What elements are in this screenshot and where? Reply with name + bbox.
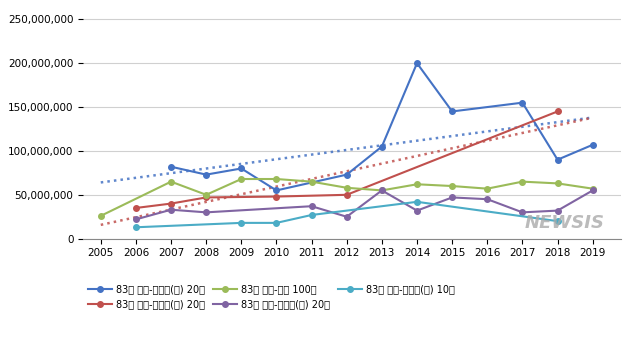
83년 이전-물방울(多) 20호 <box>343 172 351 177</box>
83년 이전-물방울(少) 20호 <box>167 201 175 206</box>
83년 이후-문자 100호 <box>483 187 491 191</box>
83년 이후-문자 100호 <box>237 177 245 181</box>
83년 이후-문자 100호 <box>448 184 456 188</box>
83년 이전-물방울(少) 20호 <box>132 206 140 210</box>
83년 이후-물방울(多) 20호 <box>132 217 140 221</box>
Line: 83년 이후-물방울(少) 10호: 83년 이후-물방울(少) 10호 <box>133 199 561 230</box>
83년 이후-물방울(多) 20호 <box>554 208 561 213</box>
83년 이후-문자 100호 <box>343 186 351 190</box>
83년 이후-물방울(多) 20호 <box>308 204 316 208</box>
Legend: 83년 이전-물방울(多) 20호, 83년 이전-물방울(少) 20호, 83년 이후-문자 100호, 83년 이후-물방울(多) 20호, 83년 이후-: 83년 이전-물방울(多) 20호, 83년 이전-물방울(少) 20호, 83… <box>88 285 455 310</box>
83년 이후-물방울(多) 20호 <box>202 210 210 214</box>
83년 이후-물방울(多) 20호 <box>343 214 351 219</box>
83년 이후-물방울(多) 20호 <box>589 188 596 192</box>
83년 이후-문자 100호 <box>97 214 104 218</box>
Line: 83년 이후-문자 100호: 83년 이후-문자 100호 <box>98 176 595 219</box>
83년 이후-물방울(少) 10호 <box>132 225 140 230</box>
83년 이후-물방울(多) 20호 <box>448 195 456 199</box>
83년 이후-물방울(多) 20호 <box>167 207 175 212</box>
83년 이전-물방울(多) 20호 <box>554 158 561 162</box>
83년 이전-물방울(多) 20호 <box>518 100 526 105</box>
83년 이전-물방울(多) 20호 <box>413 61 421 65</box>
83년 이후-문자 100호 <box>518 179 526 184</box>
83년 이후-물방울(少) 10호 <box>308 213 316 217</box>
83년 이전-물방울(多) 20호 <box>589 143 596 147</box>
83년 이전-물방울(多) 20호 <box>448 110 456 114</box>
Line: 83년 이전-물방울(多) 20호: 83년 이전-물방울(多) 20호 <box>168 60 595 193</box>
83년 이후-문자 100호 <box>413 182 421 186</box>
83년 이후-물방울(多) 20호 <box>413 208 421 213</box>
Line: 83년 이후-물방울(多) 20호: 83년 이후-물방울(多) 20호 <box>133 188 595 222</box>
83년 이후-물방울(多) 20호 <box>483 197 491 201</box>
83년 이후-문자 100호 <box>308 179 316 184</box>
83년 이전-물방울(多) 20호 <box>378 145 386 149</box>
83년 이후-물방울(少) 10호 <box>237 221 245 225</box>
83년 이전-물방울(少) 20호 <box>554 110 561 114</box>
83년 이전-물방울(多) 20호 <box>237 166 245 171</box>
83년 이후-문자 100호 <box>273 177 280 181</box>
83년 이후-물방울(少) 10호 <box>413 200 421 204</box>
83년 이후-문자 100호 <box>589 187 596 191</box>
83년 이전-물방울(多) 20호 <box>202 172 210 177</box>
Text: NEWSIS: NEWSIS <box>524 214 604 232</box>
Line: 83년 이전-물방울(少) 20호: 83년 이전-물방울(少) 20호 <box>133 109 561 211</box>
83년 이전-물방울(少) 20호 <box>343 193 351 197</box>
83년 이후-문자 100호 <box>378 188 386 192</box>
83년 이전-물방울(少) 20호 <box>202 195 210 199</box>
83년 이전-물방울(多) 20호 <box>273 188 280 192</box>
83년 이전-물방울(少) 20호 <box>273 194 280 199</box>
83년 이후-문자 100호 <box>554 181 561 185</box>
83년 이후-물방울(多) 20호 <box>518 210 526 214</box>
83년 이전-물방울(多) 20호 <box>167 165 175 169</box>
83년 이후-물방울(多) 20호 <box>378 188 386 192</box>
83년 이후-문자 100호 <box>167 179 175 184</box>
83년 이후-물방울(少) 10호 <box>554 219 561 223</box>
83년 이후-문자 100호 <box>202 193 210 197</box>
83년 이후-물방울(少) 10호 <box>273 221 280 225</box>
